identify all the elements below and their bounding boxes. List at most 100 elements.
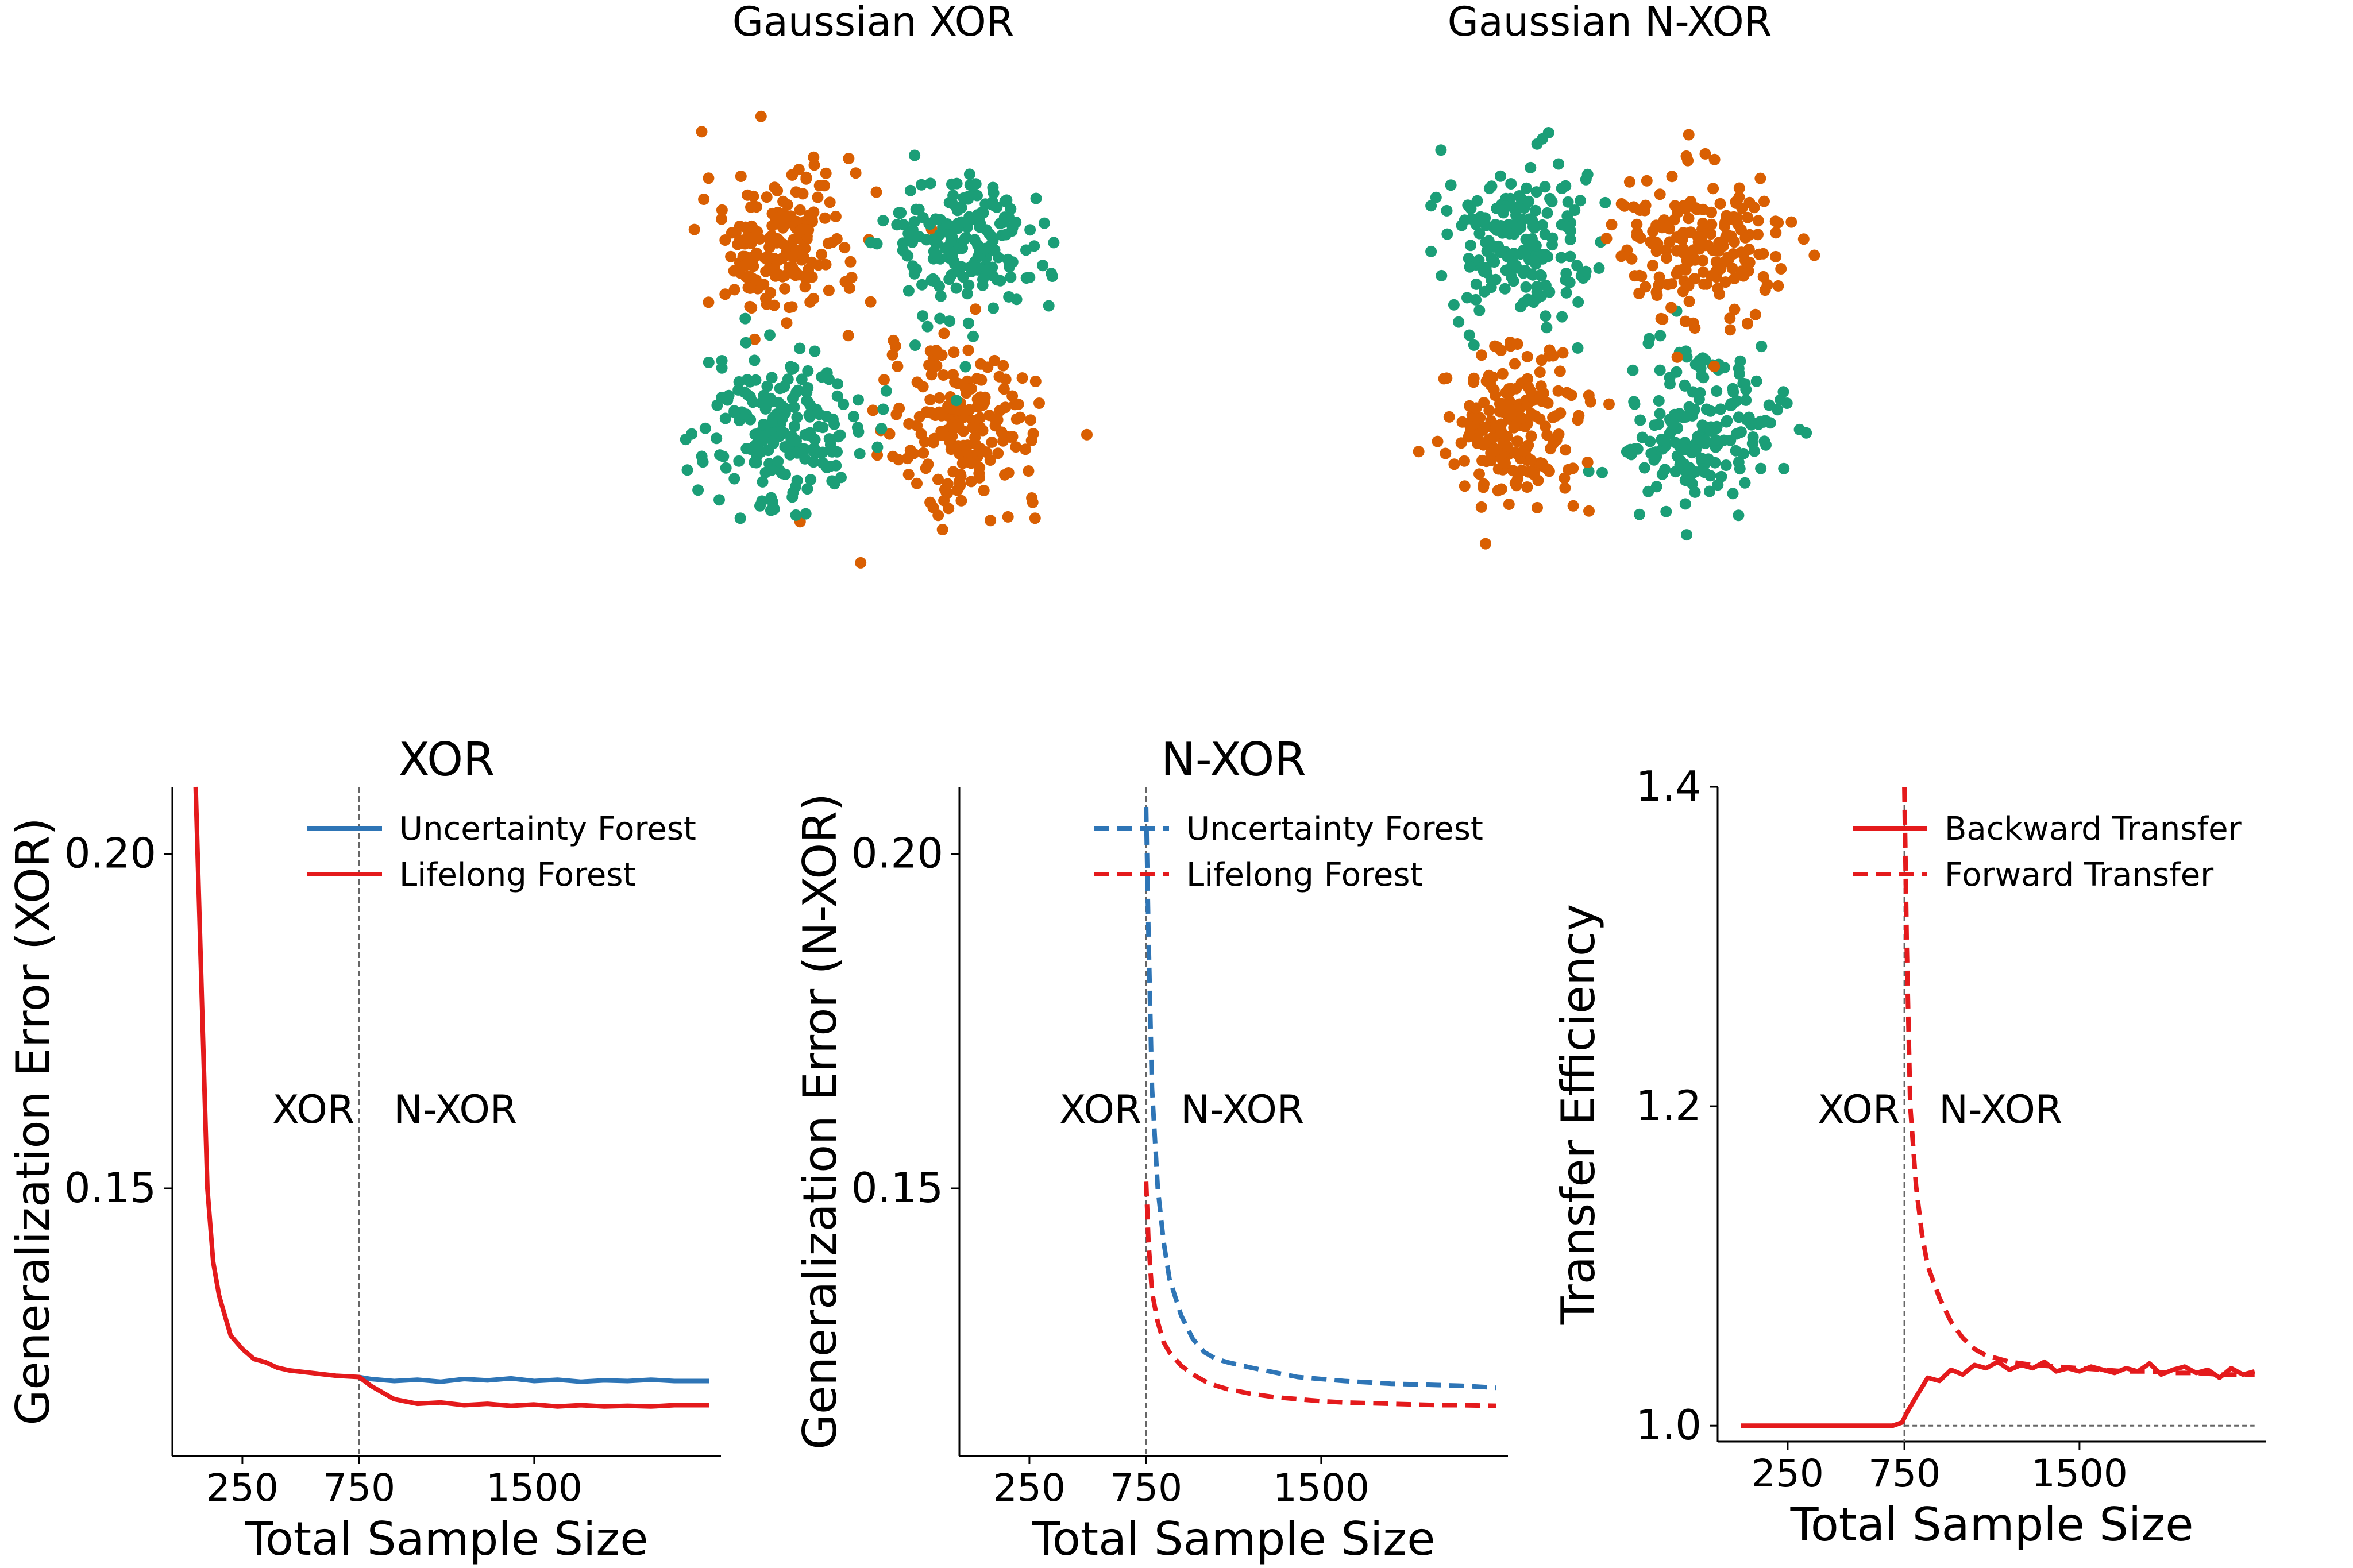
scatter-point — [1697, 203, 1709, 215]
panel-title: XOR — [398, 733, 495, 786]
x-axis-label: Total Sample Size — [1790, 1498, 2194, 1551]
scatter-point — [819, 212, 831, 224]
scatter-point — [716, 213, 728, 225]
scatter-point — [1603, 398, 1615, 410]
scatter-point — [719, 412, 731, 424]
scatter-point — [888, 334, 900, 346]
legend-label-lifelong-forest: Lifelong Forest — [1186, 856, 1422, 894]
scatter-point — [1562, 196, 1574, 208]
scatter-point — [1770, 250, 1782, 262]
scatter-point — [1509, 358, 1521, 370]
scatter-point — [757, 430, 769, 442]
scatter-point — [1580, 173, 1592, 186]
scatter-point — [1559, 472, 1571, 484]
scatter-point — [1727, 248, 1739, 260]
series-line-lifelong-forest — [1144, 1181, 1496, 1408]
scatter-point — [1483, 369, 1495, 381]
scatter-point — [776, 468, 788, 480]
scatter-point — [1525, 385, 1537, 397]
scatter-point — [946, 430, 958, 442]
scatter-point — [1689, 254, 1701, 266]
scatter-point — [777, 238, 789, 250]
scatter-point — [811, 446, 823, 458]
scatter-point — [902, 285, 915, 297]
scatter-point — [961, 288, 973, 300]
scatter-point — [1542, 251, 1554, 263]
scatter-point — [1669, 200, 1681, 212]
scatter-point — [1719, 276, 1731, 288]
scatter-point — [1749, 308, 1761, 320]
scatter-point — [935, 290, 947, 302]
scatter-point — [1033, 397, 1045, 409]
scatter-point — [716, 362, 728, 374]
scatter-point — [1435, 144, 1447, 156]
scatter-point — [867, 404, 879, 416]
scatter-point — [1020, 244, 1032, 256]
scatter-point — [1634, 414, 1646, 426]
scatter-point — [923, 359, 935, 371]
scatter-point — [1503, 499, 1515, 510]
scatter-point — [1443, 411, 1455, 423]
scatter-point — [880, 385, 892, 397]
scatter-point — [931, 237, 943, 249]
scatter-point — [1742, 211, 1754, 223]
scatter-point — [842, 330, 854, 342]
scatter-point — [1509, 446, 1521, 458]
scatter-point — [1495, 170, 1506, 182]
scatter-point — [769, 181, 781, 194]
scatter-point — [740, 271, 753, 283]
scatter-point — [988, 200, 1000, 212]
scatter-point — [794, 342, 806, 354]
scatter-point — [1043, 300, 1055, 312]
scatter-point — [1797, 233, 1810, 245]
scatter-point — [816, 248, 828, 260]
scatter-point — [697, 456, 709, 468]
annotation-nxor: N-XOR — [394, 1087, 517, 1133]
scatter-point — [1425, 200, 1437, 212]
scatter-point — [1656, 434, 1668, 446]
scatter-point — [777, 412, 788, 424]
scatter-point — [1048, 237, 1060, 249]
scatter-point — [1646, 237, 1658, 249]
scatter-point — [1020, 443, 1032, 455]
scatter-point — [1699, 434, 1711, 446]
scatter-point — [1704, 424, 1716, 437]
scatter-point — [1698, 278, 1710, 290]
scatter-point — [786, 169, 798, 181]
scatter-point — [1731, 212, 1743, 224]
scatter-point — [782, 373, 794, 385]
scatter-point — [1006, 431, 1019, 443]
scatter-point — [790, 509, 802, 521]
scatter-point — [1596, 466, 1608, 478]
scatter-point — [1708, 361, 1721, 372]
scatter-point — [1002, 511, 1014, 523]
scatter-point — [1727, 488, 1739, 500]
scatter-point — [916, 179, 927, 191]
scatter-point — [749, 333, 761, 345]
scatter-point — [1615, 250, 1627, 262]
scatter-point — [955, 216, 967, 228]
scatter-point — [1627, 364, 1639, 376]
scatter-point — [1470, 278, 1482, 290]
scatter-point — [763, 241, 776, 253]
scatter-point — [1754, 172, 1766, 184]
scatter-point — [761, 380, 773, 392]
scatter-point — [1477, 424, 1489, 436]
scatter-point — [909, 339, 921, 351]
scatter-point — [1530, 186, 1542, 198]
scatter-point — [1557, 347, 1569, 359]
scatter-point — [1580, 265, 1592, 277]
scatter-point — [878, 374, 890, 386]
scatter-point — [1660, 505, 1672, 517]
scatter-point — [1733, 182, 1745, 194]
scatter-point — [1687, 410, 1698, 422]
scatter-point — [936, 524, 948, 535]
scatter-point — [1707, 183, 1719, 195]
scatter-point — [938, 327, 950, 339]
scatter-point — [1480, 538, 1491, 550]
scatter-point — [1633, 269, 1645, 281]
scatter-point — [932, 509, 944, 522]
scatter-point — [1671, 351, 1683, 363]
scatter-point — [1561, 387, 1573, 399]
scatter-point — [962, 344, 974, 356]
